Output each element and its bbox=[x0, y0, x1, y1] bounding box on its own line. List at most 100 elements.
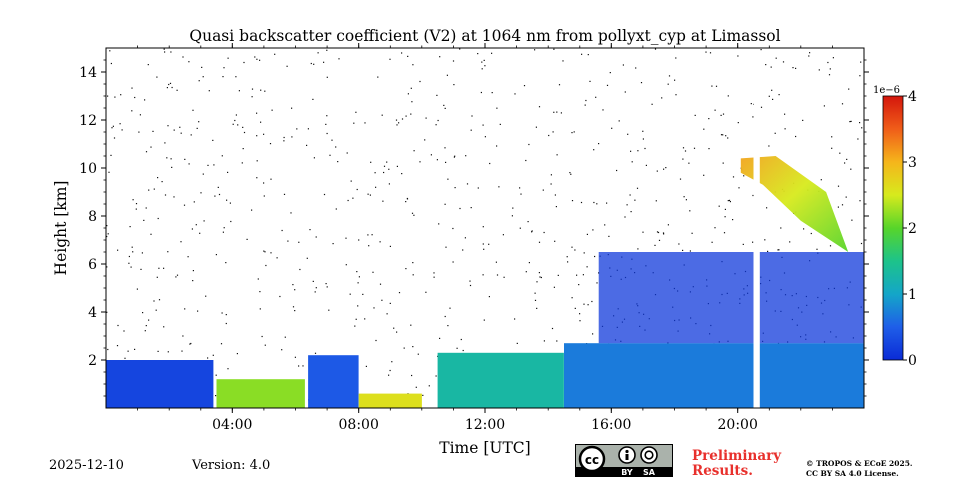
colorbar-tick-label: 3 bbox=[908, 155, 917, 171]
noise-pixel bbox=[386, 161, 388, 163]
noise-pixel bbox=[452, 60, 455, 62]
colorbar-tick-label: 4 bbox=[908, 89, 917, 105]
noise-pixel bbox=[326, 49, 328, 51]
noise-pixel bbox=[388, 374, 390, 376]
noise-pixel bbox=[401, 52, 403, 54]
noise-pixel bbox=[642, 231, 644, 233]
noise-pixel bbox=[489, 162, 491, 165]
noise-pixel bbox=[795, 135, 797, 138]
noise-pixel bbox=[737, 122, 739, 124]
noise-pixel bbox=[583, 252, 585, 254]
noise-pixel bbox=[556, 154, 558, 156]
noise-pixel bbox=[528, 143, 530, 146]
noise-pixel bbox=[134, 96, 136, 99]
noise-pixel bbox=[714, 227, 716, 229]
x-tick-label: 20:00 bbox=[718, 417, 758, 433]
noise-pixel bbox=[708, 148, 710, 150]
noise-pixel bbox=[818, 69, 820, 71]
noise-pixel bbox=[477, 187, 479, 189]
noise-pixel bbox=[241, 162, 243, 164]
noise-pixel bbox=[611, 127, 613, 129]
noise-pixel bbox=[166, 87, 168, 89]
noise-pixel bbox=[388, 168, 390, 170]
noise-pixel bbox=[410, 324, 412, 326]
noise-pixel bbox=[337, 161, 339, 163]
noise-pixel bbox=[128, 262, 130, 264]
noise-pixel bbox=[389, 369, 391, 372]
preliminary-line-2: Results. bbox=[692, 463, 753, 479]
noise-pixel bbox=[453, 156, 455, 158]
noise-pixel bbox=[157, 217, 159, 220]
noise-pixel bbox=[523, 85, 526, 87]
noise-pixel bbox=[685, 199, 687, 201]
noise-pixel bbox=[784, 128, 786, 130]
noise-pixel bbox=[413, 214, 415, 216]
noise-pixel bbox=[212, 354, 214, 356]
noise-pixel bbox=[691, 232, 693, 234]
noise-pixel bbox=[184, 158, 186, 160]
noise-pixel bbox=[150, 233, 152, 235]
noise-pixel bbox=[237, 124, 239, 126]
noise-pixel bbox=[587, 304, 589, 306]
noise-pixel bbox=[674, 79, 676, 81]
noise-pixel bbox=[168, 83, 170, 86]
y-tick-label: 12 bbox=[79, 113, 97, 129]
license-line-1: © TROPOS & ECoE 2025. bbox=[806, 459, 913, 468]
y-tick-label: 2 bbox=[88, 353, 97, 369]
noise-pixel bbox=[682, 158, 684, 160]
noise-pixel bbox=[407, 93, 409, 95]
noise-pixel bbox=[298, 241, 300, 243]
noise-pixel bbox=[768, 95, 770, 97]
noise-pixel bbox=[221, 312, 223, 314]
noise-pixel bbox=[810, 232, 812, 235]
noise-pixel bbox=[373, 307, 375, 309]
noise-pixel bbox=[483, 59, 485, 61]
noise-pixel bbox=[257, 278, 259, 280]
noise-pixel bbox=[215, 254, 217, 256]
noise-pixel bbox=[208, 90, 210, 92]
noise-pixel bbox=[395, 119, 398, 121]
footer-version: Version: 4.0 bbox=[192, 458, 271, 473]
noise-pixel bbox=[795, 67, 797, 69]
noise-pixel bbox=[709, 52, 712, 54]
noise-pixel bbox=[114, 96, 116, 98]
noise-pixel bbox=[816, 248, 818, 250]
noise-pixel bbox=[369, 194, 371, 196]
noise-pixel bbox=[145, 207, 147, 209]
noise-pixel bbox=[663, 233, 665, 235]
noise-pixel bbox=[357, 282, 359, 284]
noise-pixel bbox=[491, 92, 493, 94]
noise-pixel bbox=[531, 230, 533, 232]
noise-pixel bbox=[264, 251, 266, 253]
noise-pixel bbox=[345, 237, 347, 239]
noise-pixel bbox=[356, 271, 358, 273]
noise-pixel bbox=[382, 200, 384, 202]
noise-pixel bbox=[598, 143, 600, 145]
noise-pixel bbox=[596, 203, 598, 205]
noise-pixel bbox=[256, 135, 258, 137]
noise-pixel bbox=[667, 83, 669, 85]
noise-pixel bbox=[372, 271, 374, 273]
noise-pixel bbox=[454, 155, 456, 157]
noise-pixel bbox=[396, 165, 398, 167]
noise-pixel bbox=[589, 80, 591, 82]
noise-pixel bbox=[658, 239, 661, 241]
noise-pixel bbox=[678, 243, 680, 245]
noise-pixel bbox=[163, 48, 165, 50]
x-tick-label: 16:00 bbox=[591, 417, 631, 433]
noise-pixel bbox=[722, 113, 725, 115]
noise-pixel bbox=[626, 204, 628, 206]
noise-pixel bbox=[554, 240, 556, 242]
noise-pixel bbox=[214, 195, 216, 197]
noise-pixel bbox=[629, 194, 631, 196]
noise-pixel bbox=[436, 94, 438, 96]
noise-pixel bbox=[445, 246, 447, 248]
noise-pixel bbox=[117, 324, 119, 327]
noise-pixel bbox=[459, 48, 461, 50]
license-line-2: CC BY SA 4.0 License. bbox=[806, 469, 899, 478]
noise-pixel bbox=[131, 246, 133, 248]
noise-pixel bbox=[679, 178, 682, 180]
noise-pixel bbox=[302, 365, 304, 367]
noise-pixel bbox=[256, 112, 258, 114]
noise-pixel bbox=[444, 107, 446, 109]
